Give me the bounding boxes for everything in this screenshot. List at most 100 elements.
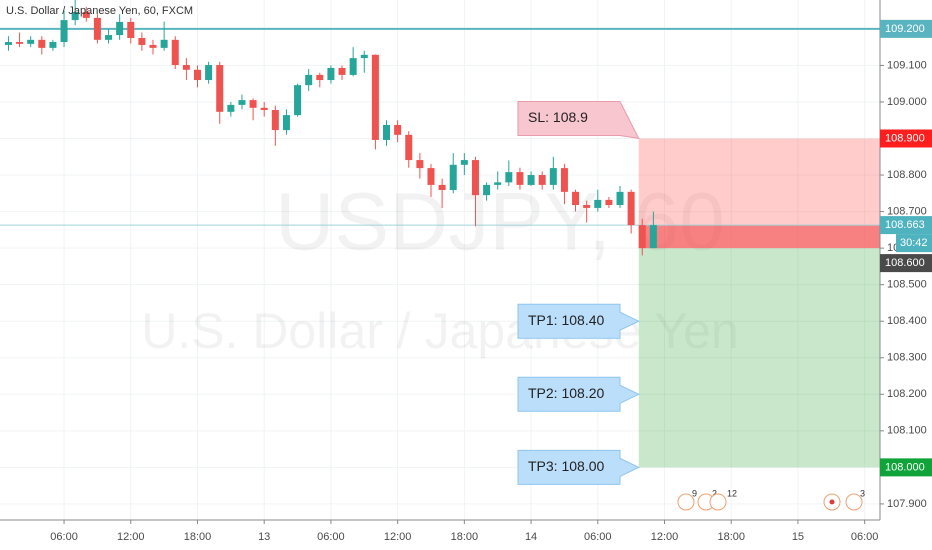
x-tick-label: 15: [792, 531, 804, 543]
event-count: 12: [727, 488, 737, 498]
candle-body: [327, 67, 335, 81]
candle-body: [438, 184, 446, 191]
candle-body: [93, 17, 101, 40]
y-tick-label: 108.200: [887, 388, 927, 400]
callout-label: TP2: 108.20: [528, 385, 604, 401]
event-icon: [709, 493, 727, 511]
price-marker-label: 109.200: [885, 23, 925, 35]
x-tick-label: 14: [525, 531, 537, 543]
candle-body: [16, 42, 24, 44]
candle-body: [4, 42, 12, 45]
candle-body: [205, 65, 213, 81]
event-icon: [677, 493, 695, 511]
callout-box: [517, 376, 640, 412]
candle-body: [349, 58, 357, 75]
x-tick-label: 13: [258, 531, 270, 543]
candle-body: [594, 199, 602, 208]
candle-body: [583, 205, 591, 208]
callout-box: [517, 100, 640, 140]
watermark: U.S. Dollar / Japanese Yen: [141, 303, 739, 359]
x-tick-label: 12:00: [384, 531, 412, 543]
x-tick-label: 12:00: [117, 531, 145, 543]
candle-body: [182, 65, 190, 70]
candle-body: [193, 69, 201, 81]
event-dot: [829, 499, 835, 505]
y-tick-label: 108.700: [887, 205, 927, 217]
x-tick-label: 18:00: [451, 531, 479, 543]
chart-title: U.S. Dollar / Japanese Yen, 60, FXCM: [6, 5, 193, 17]
candle-body: [516, 172, 524, 185]
candle-body: [627, 191, 635, 226]
candle-body: [38, 39, 46, 48]
candle-body: [227, 104, 235, 112]
candle-body: [127, 21, 135, 39]
y-tick-label: 109.100: [887, 59, 927, 71]
candle-body: [105, 35, 113, 40]
candle-body: [338, 67, 346, 75]
price-marker-label: 108.900: [885, 132, 925, 144]
x-tick-label: 12:00: [651, 531, 679, 543]
candle-body: [360, 54, 368, 59]
overlay: 107.900 108.000 108.100 108.200 108.300 108.4…: [63, 19, 932, 524]
candle-body: [282, 115, 290, 131]
candle-body: [60, 20, 68, 43]
x-tick-label: 18:00: [717, 531, 745, 543]
candle-body: [605, 199, 613, 206]
candle-body: [427, 168, 435, 185]
event-count: 3: [860, 488, 865, 498]
callout-box: [517, 303, 640, 339]
x-tick-label: 18:00: [184, 531, 212, 543]
price-axis: [880, 0, 932, 550]
x-tick-label: 06:00: [584, 531, 612, 543]
event-count: 2: [712, 488, 717, 498]
candle-body: [82, 12, 90, 18]
candle-body: [460, 160, 468, 165]
candle-body: [383, 124, 391, 140]
y-tick-label: 108.500: [887, 279, 927, 291]
candle-body: [649, 225, 657, 249]
candle-body: [405, 134, 413, 161]
candle-body: [449, 164, 457, 191]
price-marker-label: 108.600: [885, 257, 925, 269]
event-icon: [845, 493, 863, 511]
candle-body: [160, 39, 168, 48]
candle-body: [494, 182, 502, 185]
x-tick-label: 06:00: [317, 531, 345, 543]
candle-body: [260, 107, 268, 110]
loss-band: [638, 225, 880, 249]
plot-area: 06:00 12:00 18:00 13 06:00 12:00 18:00 14 06:00 1…: [0, 0, 880, 543]
candle-body: [294, 85, 302, 116]
candle-body: [371, 54, 379, 140]
callout-label: TP1: 108.40: [528, 312, 604, 328]
candle-body: [316, 74, 324, 81]
y-tick-label: 108.400: [887, 315, 927, 327]
price-marker: [880, 216, 932, 235]
callout-label: TP3: 108.00: [528, 458, 604, 474]
candle-body: [394, 124, 402, 135]
candle-body: [616, 191, 624, 206]
x-tick-label: 06:00: [50, 531, 78, 543]
price-marker: [880, 254, 932, 273]
candle-body: [27, 39, 35, 44]
price-marker-label: 108.663: [885, 219, 925, 231]
callout-label: SL: 108.9: [528, 109, 588, 125]
candle-body: [138, 38, 146, 45]
price-marker-label: 108.000: [885, 461, 925, 473]
y-tick-label: 108.100: [887, 425, 927, 437]
price-marker: [880, 19, 932, 38]
price-marker: [880, 458, 932, 477]
y-tick-label: 108.300: [887, 352, 927, 364]
watermark: USDJPY, 60: [275, 177, 725, 268]
candle-body: [71, 12, 79, 21]
candle-body: [116, 21, 124, 36]
candle-body: [238, 100, 246, 105]
candle-body: [638, 225, 646, 249]
x-tick-label: 06:00: [851, 531, 879, 543]
countdown-box: [896, 234, 932, 253]
candle-body: [560, 168, 568, 192]
candle-body: [483, 184, 491, 196]
y-tick-label: 108.800: [887, 169, 927, 181]
candle-body: [49, 42, 57, 48]
candle-body: [271, 109, 279, 131]
